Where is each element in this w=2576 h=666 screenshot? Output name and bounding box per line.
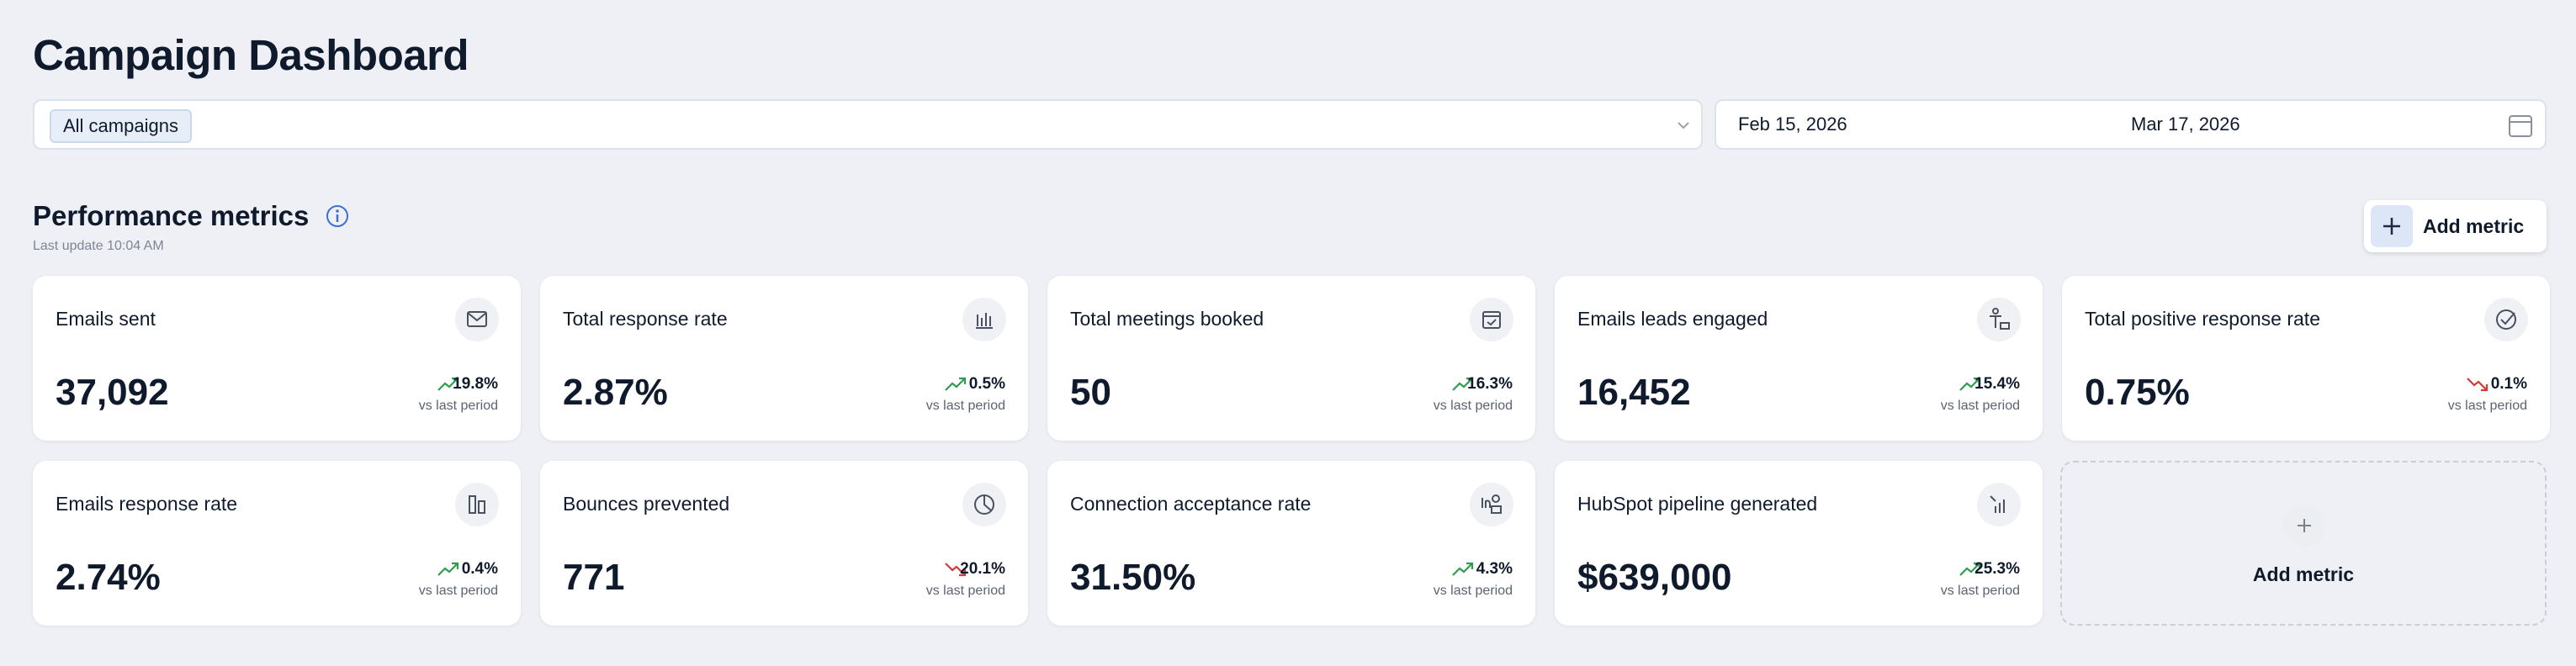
metric-value: $639,000 xyxy=(1577,557,1732,598)
metric-card: Total meetings booked 50 16.3% vs last peri… xyxy=(1047,276,1535,441)
section-title-text: Performance metrics xyxy=(33,200,310,231)
date-range[interactable]: Feb 15, 2026 Mar 17, 2026 xyxy=(1715,99,2547,150)
metric-name: Emails sent xyxy=(56,308,156,330)
start-date: Feb 15, 2026 xyxy=(1738,114,1847,135)
metric-icon xyxy=(962,298,1006,341)
metric-value: 31.50% xyxy=(1070,557,1196,598)
metric-value: 16,452 xyxy=(1577,372,1691,413)
trend-arrow xyxy=(437,560,460,583)
metric-card: Bounces prevented 771 20.1% vs last period xyxy=(540,461,1028,626)
metric-card: Total positive response rate 0.75% 0.1% vs … xyxy=(2062,276,2550,441)
metric-name: Emails response rate xyxy=(56,493,238,515)
add-metric-button[interactable]: Add metric xyxy=(2364,200,2547,252)
comparison-label: vs last period xyxy=(1433,584,1513,598)
metric-change: 0.4% xyxy=(461,560,498,578)
calendar-icon xyxy=(2509,115,2532,137)
metric-name: Bounces prevented xyxy=(563,493,730,515)
trend-arrow xyxy=(944,375,967,398)
metric-card: Emails leads engaged 16,452 15.4% vs last p… xyxy=(1555,276,2043,441)
trend-arrow xyxy=(1959,560,1982,583)
metric-name: Total meetings booked xyxy=(1070,308,1264,330)
metric-icon xyxy=(2484,298,2528,341)
trend-arrow xyxy=(1451,375,1475,398)
add-metric-card[interactable]: Add metric xyxy=(2060,461,2547,626)
metric-value: 771 xyxy=(563,557,625,598)
comparison-label: vs last period xyxy=(418,584,498,598)
page-title: Campaign Dashboard xyxy=(33,31,469,79)
metric-icon xyxy=(1470,298,1513,341)
metric-value: 2.74% xyxy=(56,557,161,598)
comparison-label: vs last period xyxy=(925,584,1005,598)
metric-name: Total positive response rate xyxy=(2085,308,2320,330)
comparison-label: vs last period xyxy=(1940,399,2020,413)
metric-change: 16.3% xyxy=(1467,375,1513,393)
trend-arrow xyxy=(437,375,460,398)
metric-icon xyxy=(455,298,499,341)
metric-name: HubSpot pipeline generated xyxy=(1577,493,1818,515)
metric-value: 2.87% xyxy=(563,372,668,413)
comparison-label: vs last period xyxy=(1433,399,1513,413)
metric-change: 20.1% xyxy=(960,560,1005,578)
metric-icon xyxy=(962,483,1006,526)
metric-icon xyxy=(455,483,499,526)
metric-card: Connection acceptance rate 31.50% 4.3% vs l… xyxy=(1047,461,1535,626)
section-title: Performance metrics xyxy=(33,200,349,232)
metric-card: HubSpot pipeline generated $639,000 25.3% v… xyxy=(1555,461,2043,626)
comparison-label: vs last period xyxy=(418,399,498,413)
add-card-label: Add metric xyxy=(2252,563,2355,585)
metric-name: Emails leads engaged xyxy=(1577,308,1768,330)
metric-change: 4.3% xyxy=(1476,560,1513,578)
metric-change: 25.3% xyxy=(1974,560,2020,578)
metric-icon xyxy=(1977,483,2021,526)
metric-icon xyxy=(1470,483,1513,526)
metric-card: Emails response rate 2.74% 0.4% vs last per… xyxy=(33,461,521,626)
metric-value: 37,092 xyxy=(56,372,169,413)
trend-arrow xyxy=(1959,375,1982,398)
metric-card: Emails sent 37,092 19.8% vs last period xyxy=(33,276,521,441)
last-update: Last update 10:04 AM xyxy=(33,239,164,253)
metric-name: Connection acceptance rate xyxy=(1070,493,1312,515)
trend-arrow xyxy=(1451,560,1475,583)
metric-icon xyxy=(1977,298,2021,341)
comparison-label: vs last period xyxy=(925,399,1005,413)
end-date: Mar 17, 2026 xyxy=(2131,114,2240,135)
campaign-chip: All campaigns xyxy=(50,109,192,143)
metric-name: Total response rate xyxy=(563,308,728,330)
metric-card: Total response rate 2.87% 0.5% vs last peri… xyxy=(540,276,1028,441)
metric-value: 0.75% xyxy=(2085,372,2190,413)
metric-change: 19.8% xyxy=(453,375,498,393)
info-icon[interactable] xyxy=(326,204,349,228)
plus-icon xyxy=(2283,505,2325,547)
metric-change: 0.5% xyxy=(968,375,1005,393)
comparison-label: vs last period xyxy=(2447,399,2527,413)
trend-arrow xyxy=(944,560,967,583)
button-label: Add metric xyxy=(2423,215,2525,237)
trend-arrow xyxy=(2466,375,2489,398)
metric-value: 50 xyxy=(1070,372,1111,413)
metric-change: 0.1% xyxy=(2490,375,2527,393)
campaign-select[interactable]: All campaigns xyxy=(33,99,1703,150)
chevron xyxy=(1678,122,1689,130)
plus-icon xyxy=(2371,205,2413,247)
metric-change: 15.4% xyxy=(1974,375,2020,393)
comparison-label: vs last period xyxy=(1940,584,2020,598)
